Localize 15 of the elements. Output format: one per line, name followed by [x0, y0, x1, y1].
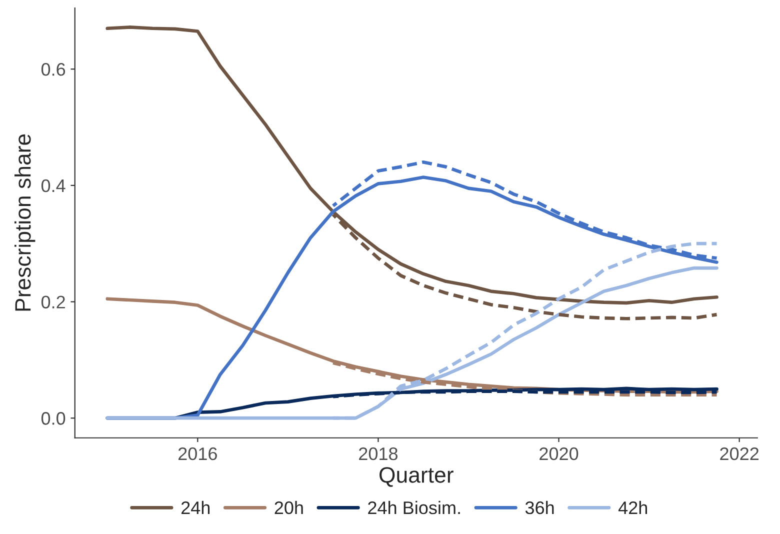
- x-tick-label: 2022: [720, 447, 759, 460]
- legend-label: 42h: [618, 500, 648, 514]
- x-tick-label: 2018: [359, 447, 398, 460]
- x-axis-title: Quarter: [380, 467, 454, 487]
- y-tick-label: 0.4: [41, 179, 66, 192]
- x-tick-label: 2016: [178, 447, 217, 460]
- legend-label: 24h Biosim.: [368, 500, 460, 514]
- y-tick-label: 0.0: [41, 412, 66, 425]
- y-tick-label: 0.6: [41, 63, 66, 76]
- x-tick-label: 2020: [540, 447, 578, 460]
- y-axis-title: Prescription share: [14, 134, 36, 311]
- legend-label: 36h: [525, 500, 554, 514]
- legend-label: 24h: [181, 500, 210, 514]
- y-tick-label: 0.2: [41, 296, 65, 308]
- legend-label: 20h: [274, 500, 303, 514]
